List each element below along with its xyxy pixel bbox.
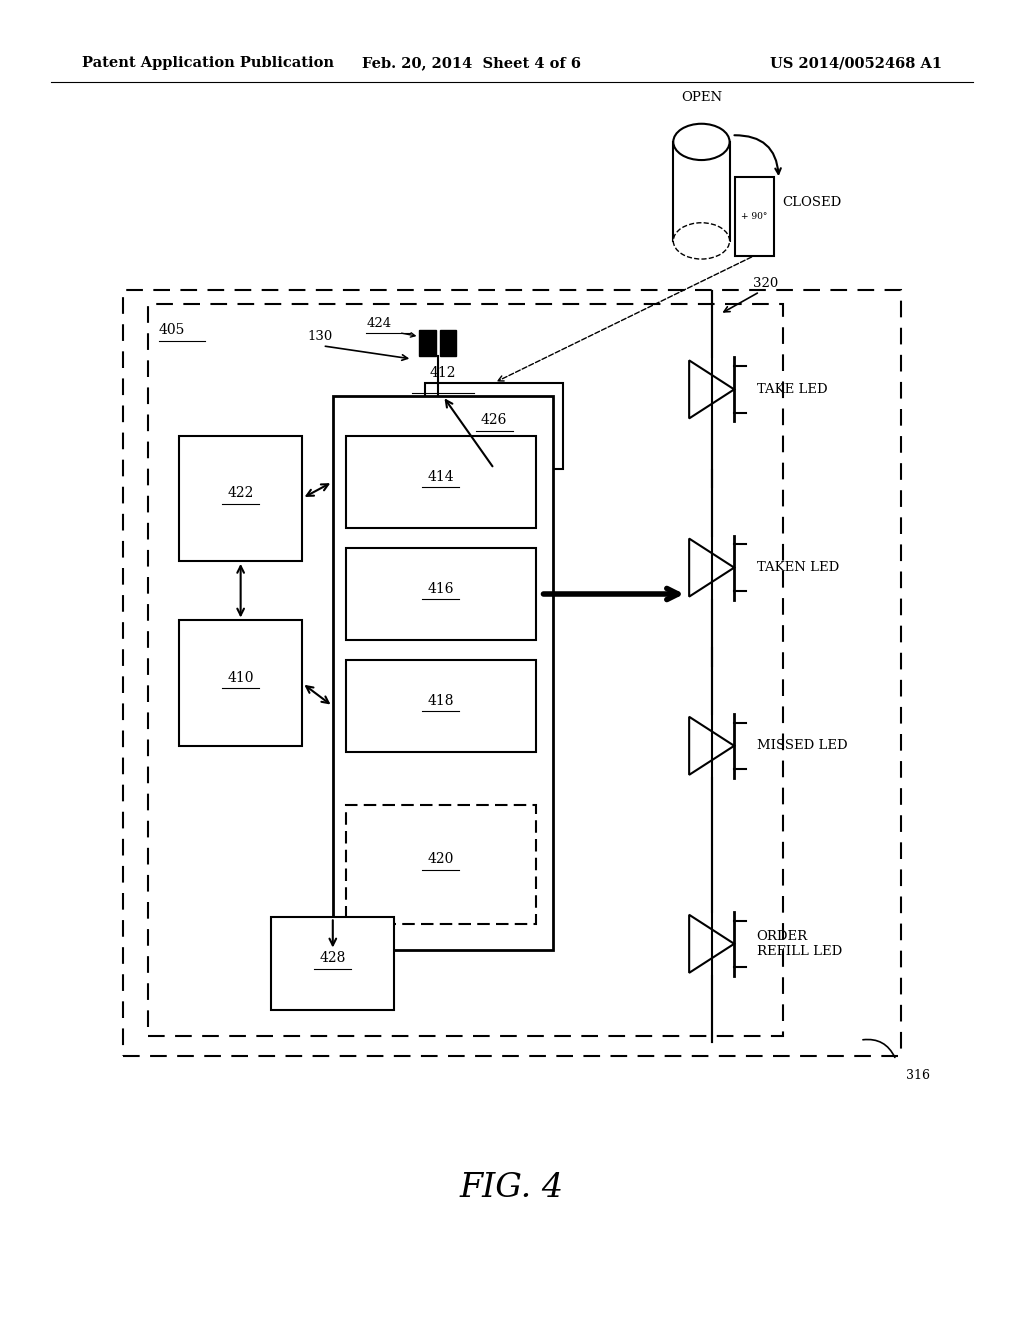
Text: MISSED LED: MISSED LED [757, 739, 848, 752]
Text: 130: 130 [307, 330, 333, 343]
Text: CLOSED: CLOSED [782, 197, 841, 210]
Polygon shape [689, 915, 734, 973]
Bar [440, 330, 457, 356]
Text: OPEN: OPEN [681, 91, 722, 104]
Text: 412: 412 [430, 366, 456, 380]
Text: 316: 316 [906, 1069, 930, 1082]
Bar [346, 548, 536, 640]
Polygon shape [689, 360, 734, 418]
Ellipse shape [674, 124, 729, 160]
Text: Feb. 20, 2014  Sheet 4 of 6: Feb. 20, 2014 Sheet 4 of 6 [361, 57, 581, 70]
Text: Patent Application Publication: Patent Application Publication [82, 57, 334, 70]
Bar [148, 304, 783, 1036]
Bar [346, 436, 536, 528]
Text: 418: 418 [428, 694, 454, 708]
Polygon shape [689, 717, 734, 775]
Bar [735, 177, 774, 256]
Bar [346, 660, 536, 752]
Bar [271, 917, 394, 1010]
Bar [179, 436, 302, 561]
Bar [333, 396, 553, 950]
Text: 320: 320 [753, 277, 778, 290]
Ellipse shape [674, 223, 729, 259]
Text: 420: 420 [428, 853, 454, 866]
Polygon shape [689, 539, 734, 597]
Text: 426: 426 [481, 413, 507, 428]
Text: 405: 405 [159, 323, 185, 338]
Text: 414: 414 [427, 470, 455, 483]
Text: FIG. 4: FIG. 4 [460, 1172, 564, 1204]
Text: 424: 424 [367, 317, 391, 330]
Bar [425, 383, 563, 469]
Text: ORDER
REFILL LED: ORDER REFILL LED [757, 929, 842, 958]
Bar [674, 143, 730, 242]
Bar [123, 290, 901, 1056]
Text: TAKE LED: TAKE LED [757, 383, 827, 396]
Text: 416: 416 [428, 582, 454, 595]
Bar [420, 330, 436, 356]
Text: US 2014/0052468 A1: US 2014/0052468 A1 [770, 57, 942, 70]
Text: 422: 422 [227, 486, 254, 500]
Bar [346, 805, 536, 924]
Text: + 90°: + 90° [741, 211, 767, 220]
Bar [179, 620, 302, 746]
Text: 410: 410 [227, 671, 254, 685]
Text: 428: 428 [319, 952, 346, 965]
Text: TAKEN LED: TAKEN LED [757, 561, 839, 574]
